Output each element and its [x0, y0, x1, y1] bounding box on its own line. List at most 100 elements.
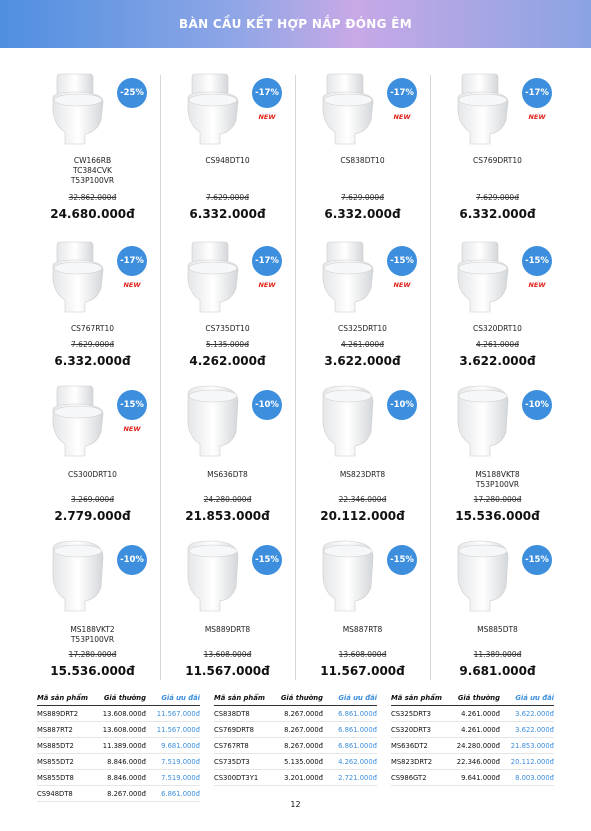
product-image	[450, 68, 520, 146]
product-name: T53P100VR	[475, 480, 520, 489]
table-cell: 8.267.000đ	[284, 742, 323, 750]
product-name: CS300DRT10	[68, 470, 117, 479]
table-cell: MS887RT2	[37, 726, 73, 734]
sale-price: 24.680.000đ	[50, 207, 135, 221]
table-row: MS889DRT2 13.608.000đ 11.567.000đ	[37, 706, 200, 722]
table-row: MS855DT2 8.846.000đ 7.519.000đ	[37, 754, 200, 770]
old-price: 17.280.000đ	[68, 650, 117, 659]
header-cell: Giá ưu đãi	[338, 694, 377, 702]
product-name: T53P100VR	[70, 635, 115, 644]
table-cell: 7.519.000đ	[161, 758, 200, 766]
product-card: -15% NEW CS325DRT10 4.261.000đ 3.622.000đ	[295, 228, 430, 372]
header-cell: Giá thường	[280, 694, 323, 702]
sale-price: 11.567.000đ	[320, 664, 405, 678]
table-cell: CS769DRT8	[214, 726, 254, 734]
new-badge: NEW	[258, 113, 276, 121]
table-cell: MS855DT2	[37, 758, 74, 766]
product-image	[315, 380, 385, 458]
header-cell: Giá ưu đãi	[161, 694, 200, 702]
table-cell: 22.346.000đ	[456, 758, 500, 766]
table-cell: CS948DT8	[37, 790, 73, 798]
table-cell: MS885DT2	[37, 742, 74, 750]
product-name: CS769DRT10	[473, 156, 522, 165]
product-card: -15% MS887RT8 13.608.000đ 11.567.000đ	[295, 527, 430, 682]
sale-price: 3.622.000đ	[324, 354, 401, 368]
old-price: 11.389.000đ	[473, 650, 522, 659]
discount-badge: -10%	[252, 390, 282, 420]
sale-price: 9.681.000đ	[459, 664, 536, 678]
table-row: CS948DT8 8.267.000đ 6.861.000đ	[37, 786, 200, 802]
product-name: CS838DT10	[340, 156, 385, 165]
product-name: CS325DRT10	[338, 324, 387, 333]
table-row: CS986GT2 9.641.000đ 8.003.000đ	[391, 770, 554, 786]
product-card: -10% MS823DRT8 22.346.000đ 20.112.000đ	[295, 372, 430, 527]
product-card: -17% NEW CS735DT10 5.135.000đ 4.262.000đ	[160, 228, 295, 372]
new-badge: NEW	[528, 113, 546, 121]
table-cell: 3.622.000đ	[515, 710, 554, 718]
old-price: 5.135.000đ	[206, 340, 249, 349]
table-row: MS885DT2 11.389.000đ 9.681.000đ	[37, 738, 200, 754]
table-cell: 8.267.000đ	[107, 790, 146, 798]
table-cell: 4.261.000đ	[461, 710, 500, 718]
table-cell: MS889DRT2	[37, 710, 79, 718]
table-row: CS320DRT3 4.261.000đ 3.622.000đ	[391, 722, 554, 738]
table-cell: 20.112.000đ	[510, 758, 554, 766]
price-table: Mã sản phẩm Giá thường Giá ưu đãi CS838DT8 8…	[214, 690, 377, 786]
table-row: MS636DT2 24.280.000đ 21.853.000đ	[391, 738, 554, 754]
sale-price: 6.332.000đ	[459, 207, 536, 221]
table-cell: 24.280.000đ	[456, 742, 500, 750]
table-row: CS767RT8 8.267.000đ 6.861.000đ	[214, 738, 377, 754]
price-table: Mã sản phẩm Giá thường Giá ưu đãi MS889DRT2…	[37, 690, 200, 802]
table-cell: 6.861.000đ	[338, 710, 377, 718]
column-separator	[295, 75, 296, 680]
table-cell: 2.721.000đ	[338, 774, 377, 782]
header-cell: Giá ưu đãi	[515, 694, 554, 702]
table-header: Mã sản phẩm Giá thường Giá ưu đãi	[37, 690, 200, 706]
old-price: 4.261.000đ	[476, 340, 519, 349]
header-title: BÀN CẦU KẾT HỢP NẮP ĐÓNG ÊM	[0, 0, 591, 48]
table-cell: 4.262.000đ	[338, 758, 377, 766]
table-cell: MS823DRT2	[391, 758, 433, 766]
sale-price: 6.332.000đ	[324, 207, 401, 221]
discount-badge: -25%	[117, 78, 147, 108]
page-number: 12	[290, 800, 301, 809]
new-badge: NEW	[123, 425, 141, 433]
product-name: TC384CVK	[73, 166, 112, 175]
product-name: CS948DT10	[205, 156, 250, 165]
product-image	[180, 68, 250, 146]
table-cell: 8.003.000đ	[515, 774, 554, 782]
old-price: 7.629.000đ	[341, 193, 384, 202]
product-name: CS320DRT10	[473, 324, 522, 333]
table-cell: CS838DT8	[214, 710, 250, 718]
old-price: 7.629.000đ	[206, 193, 249, 202]
product-name: T53P100VR	[70, 176, 115, 185]
product-image	[180, 236, 250, 314]
column-separator	[430, 75, 431, 680]
new-badge: NEW	[393, 281, 411, 289]
table-cell: 4.261.000đ	[461, 726, 500, 734]
sale-price: 6.332.000đ	[189, 207, 266, 221]
table-cell: 21.853.000đ	[510, 742, 554, 750]
sale-price: 11.567.000đ	[185, 664, 270, 678]
old-price: 17.280.000đ	[473, 495, 522, 504]
table-cell: 6.861.000đ	[338, 726, 377, 734]
column-separator	[160, 75, 161, 680]
sale-price: 15.536.000đ	[50, 664, 135, 678]
old-price: 3.269.000đ	[71, 495, 114, 504]
table-row: CS769DRT8 8.267.000đ 6.861.000đ	[214, 722, 377, 738]
table-cell: CS320DRT3	[391, 726, 431, 734]
discount-badge: -17%	[252, 246, 282, 276]
table-header: Mã sản phẩm Giá thường Giá ưu đãi	[214, 690, 377, 706]
product-image	[315, 535, 385, 613]
product-image	[450, 236, 520, 314]
discount-badge: -10%	[522, 390, 552, 420]
table-cell: 3.622.000đ	[515, 726, 554, 734]
product-name: MS889DRT8	[204, 625, 251, 634]
product-image	[180, 380, 250, 458]
product-card: -17% NEW CS838DT10 7.629.000đ 6.332.000đ	[295, 60, 430, 225]
product-image	[450, 380, 520, 458]
sale-price: 6.332.000đ	[54, 354, 131, 368]
table-row: CS838DT8 8.267.000đ 6.861.000đ	[214, 706, 377, 722]
table-cell: 7.519.000đ	[161, 774, 200, 782]
